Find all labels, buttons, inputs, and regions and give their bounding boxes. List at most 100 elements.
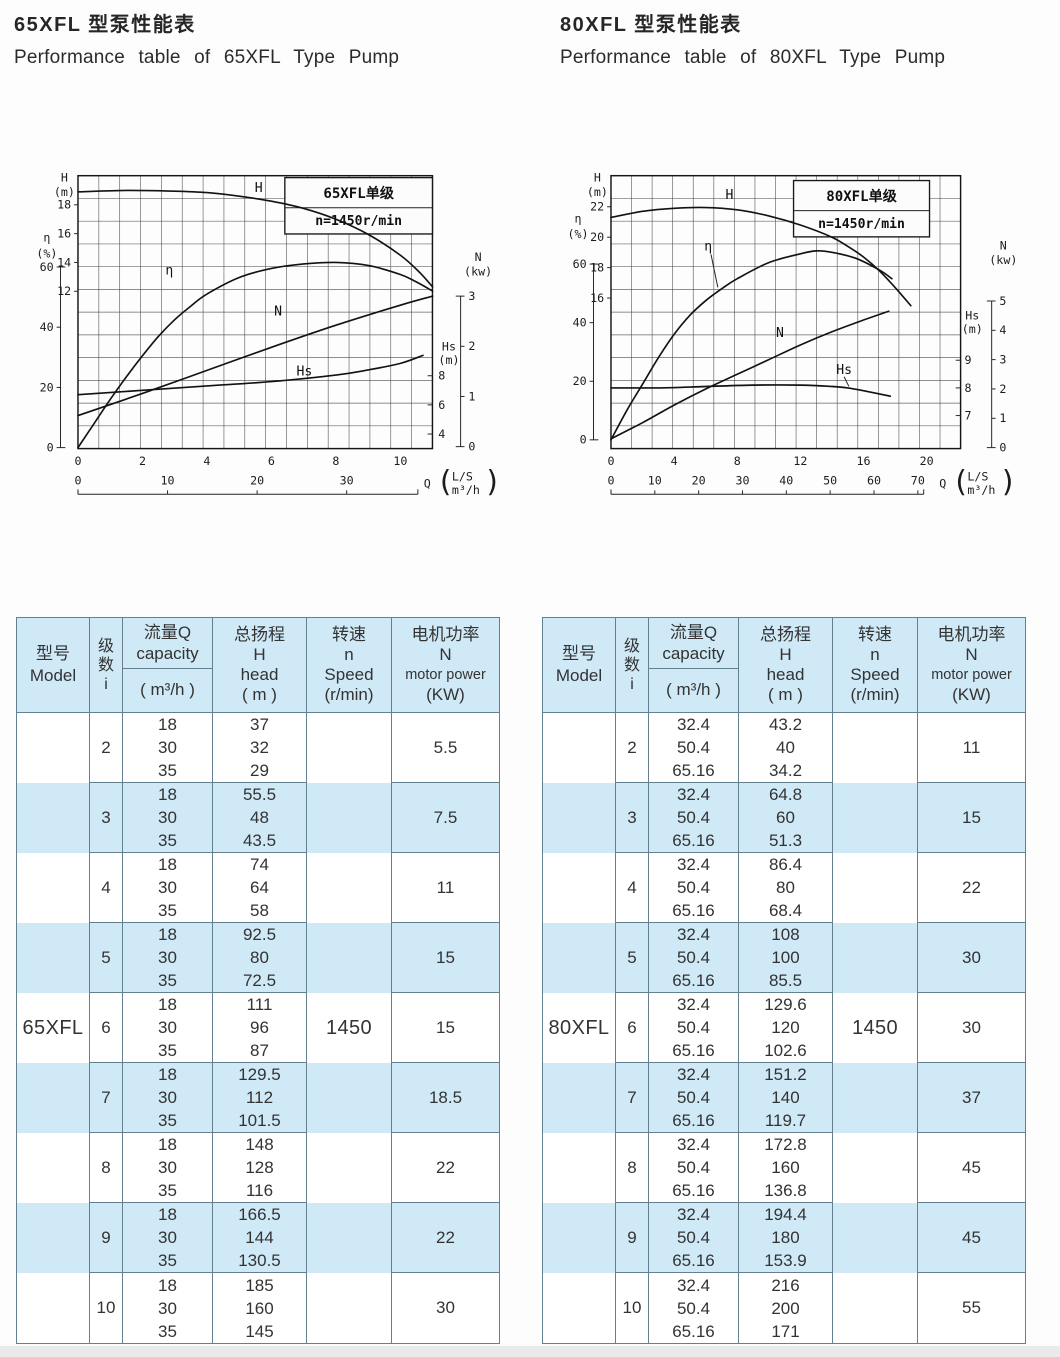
svg-text:12: 12 bbox=[793, 454, 807, 468]
capacity-values-cell: 32.4 50.4 65.16 bbox=[649, 923, 739, 993]
curve-N bbox=[77, 295, 434, 417]
power-value-cell: 55 bbox=[962, 1298, 981, 1317]
model-header: 型号 Model bbox=[17, 618, 90, 713]
head-values-cell: 148 128 116 bbox=[213, 1133, 307, 1203]
power-value-cell: 15 bbox=[918, 783, 1025, 853]
head-values-cell: 43.2 40 34.2 bbox=[739, 713, 833, 783]
model-header: 型号 Model bbox=[543, 618, 616, 713]
chart-80xfl-svg: H(m)22201816η(%)6040200N(kw)543210Hs(m)9… bbox=[567, 171, 1017, 499]
capacity-values-cell: 18 30 35 bbox=[123, 783, 213, 853]
header-line: 总扬程 bbox=[234, 625, 285, 644]
left-title-en: Performance table of 65XFL Type Pump bbox=[14, 47, 400, 68]
svg-text:20: 20 bbox=[573, 374, 587, 388]
right-title-en: Performance table of 80XFL Type Pump bbox=[560, 47, 946, 68]
row-stripe bbox=[17, 923, 499, 993]
header-line: (r/min) bbox=[324, 685, 374, 704]
left-title-zh: 65XFL 型泵性能表 bbox=[14, 14, 196, 36]
model-cell: 80XFL bbox=[543, 713, 616, 1343]
power-value-cell: 30 bbox=[436, 1298, 455, 1317]
header-line: 电机功率 bbox=[937, 625, 1006, 644]
header-line: 型号 bbox=[36, 644, 70, 663]
stage-count-cell: 5 bbox=[90, 923, 123, 993]
row-stripe bbox=[17, 1203, 499, 1273]
chart-65xfl: H (m) 18 16 14 12 η (%) 60 40 20 0 N (kw) 3 2 1 0 Hs (m) 8 6 4… bbox=[10, 156, 515, 545]
curve-eta bbox=[77, 261, 434, 449]
curve-label-eta: η bbox=[704, 239, 712, 254]
flow-axis: 0 2 4 6 8 10 0 10 20 30 Q (L/Sm³/h) bbox=[74, 454, 501, 498]
svg-text:0: 0 bbox=[607, 454, 614, 468]
head-values-cell: 64.8 60 51.3 bbox=[739, 783, 833, 853]
svg-text:3: 3 bbox=[468, 289, 475, 303]
svg-text:(kw): (kw) bbox=[464, 265, 492, 279]
suction-axis: Hs(m) 9 8 7 bbox=[955, 308, 983, 422]
svg-text:4: 4 bbox=[203, 454, 210, 468]
right-title-zh: 80XFL 型泵性能表 bbox=[560, 14, 742, 36]
svg-text:n=1450r/min: n=1450r/min bbox=[315, 214, 402, 229]
svg-text:n=1450r/min: n=1450r/min bbox=[818, 217, 905, 232]
svg-text:70: 70 bbox=[911, 474, 925, 488]
power-value-cell: 22 bbox=[392, 1203, 499, 1273]
row-stripe bbox=[543, 1063, 1025, 1133]
capacity-values-cell: 32.4 50.4 65.16 bbox=[649, 1273, 739, 1343]
svg-text:50: 50 bbox=[823, 474, 837, 488]
speed-cell: 1450 bbox=[833, 713, 918, 1343]
svg-text:(kw): (kw) bbox=[989, 253, 1017, 267]
svg-text:): ) bbox=[484, 464, 502, 498]
power-value-cell: 11 bbox=[392, 853, 499, 923]
speed-header: 转速 n Speed (r/min) bbox=[833, 618, 918, 713]
power-value-cell: 30 bbox=[918, 993, 1025, 1063]
head-values-cell: 185 160 145 bbox=[213, 1273, 307, 1343]
stage-count-cell: 4 bbox=[90, 853, 123, 923]
svg-text:18: 18 bbox=[590, 261, 604, 275]
svg-text:20: 20 bbox=[692, 474, 706, 488]
svg-text:60: 60 bbox=[867, 474, 881, 488]
header-line: ( m ) bbox=[242, 685, 277, 704]
stage-count-cell: 2 bbox=[90, 713, 123, 783]
chart-title-box: 65XFL单级 n=1450r/min bbox=[284, 176, 434, 235]
capacity-values-cell: 32.4 50.4 65.16 bbox=[649, 993, 739, 1063]
svg-text:22: 22 bbox=[590, 200, 604, 214]
capacity-values-cell: 18 30 35 bbox=[123, 1273, 213, 1343]
row-stripe bbox=[543, 923, 1025, 993]
power-value-cell: 15 bbox=[392, 993, 499, 1063]
capacity-values-cell: 32.4 50.4 65.16 bbox=[649, 713, 739, 783]
performance-chart: H(m)22201816η(%)6040200N(kw)543210Hs(m)9… bbox=[567, 171, 1017, 499]
svg-text:(m): (m) bbox=[587, 185, 608, 199]
header-line: n bbox=[870, 645, 880, 664]
curve-N bbox=[610, 310, 890, 440]
svg-text:4: 4 bbox=[438, 427, 445, 441]
flow-axis: 0 4 8 12 16 20 0 10 20 30 40 50 60 70 Q (L/Sm³/h) bbox=[607, 454, 1017, 498]
svg-text:(m): (m) bbox=[962, 322, 983, 336]
header-line: capacity bbox=[662, 643, 725, 663]
capacity-header-title: 流量Q capacity bbox=[649, 618, 738, 669]
stage-count-cell: 8 bbox=[90, 1133, 123, 1203]
capacity-values-cell: 18 30 35 bbox=[123, 853, 213, 923]
header-line: 型号 bbox=[562, 644, 596, 663]
svg-text:η: η bbox=[43, 231, 50, 245]
header-line: i bbox=[630, 675, 634, 693]
stage-count-cell: 2 bbox=[616, 713, 649, 783]
head-values-cell: 111 96 87 bbox=[213, 993, 307, 1063]
efficiency-axis: η(%)60 40 20 0 bbox=[36, 231, 66, 454]
svg-text:9: 9 bbox=[964, 353, 971, 367]
header-line: 级 bbox=[623, 637, 640, 655]
head-values-cell: 194.4 180 153.9 bbox=[739, 1203, 833, 1273]
power-axis: N(kw) 3 2 1 0 bbox=[455, 250, 492, 454]
header-line: (KW) bbox=[952, 685, 991, 704]
header-line: N bbox=[965, 645, 978, 664]
head-values-cell: 216 200 171 bbox=[739, 1273, 833, 1343]
header-line: head bbox=[240, 665, 279, 684]
svg-text:4: 4 bbox=[671, 454, 678, 468]
stage-count-cell: 6 bbox=[616, 993, 649, 1063]
svg-text:30: 30 bbox=[735, 474, 749, 488]
stage-count-cell: 9 bbox=[90, 1203, 123, 1273]
head-values-cell: 74 64 58 bbox=[213, 853, 307, 923]
head-values-cell: 166.5 144 130.5 bbox=[213, 1203, 307, 1273]
curve-label-Hs: Hs bbox=[836, 363, 852, 378]
svg-text:8: 8 bbox=[332, 454, 339, 468]
svg-text:Hs: Hs bbox=[442, 340, 456, 354]
